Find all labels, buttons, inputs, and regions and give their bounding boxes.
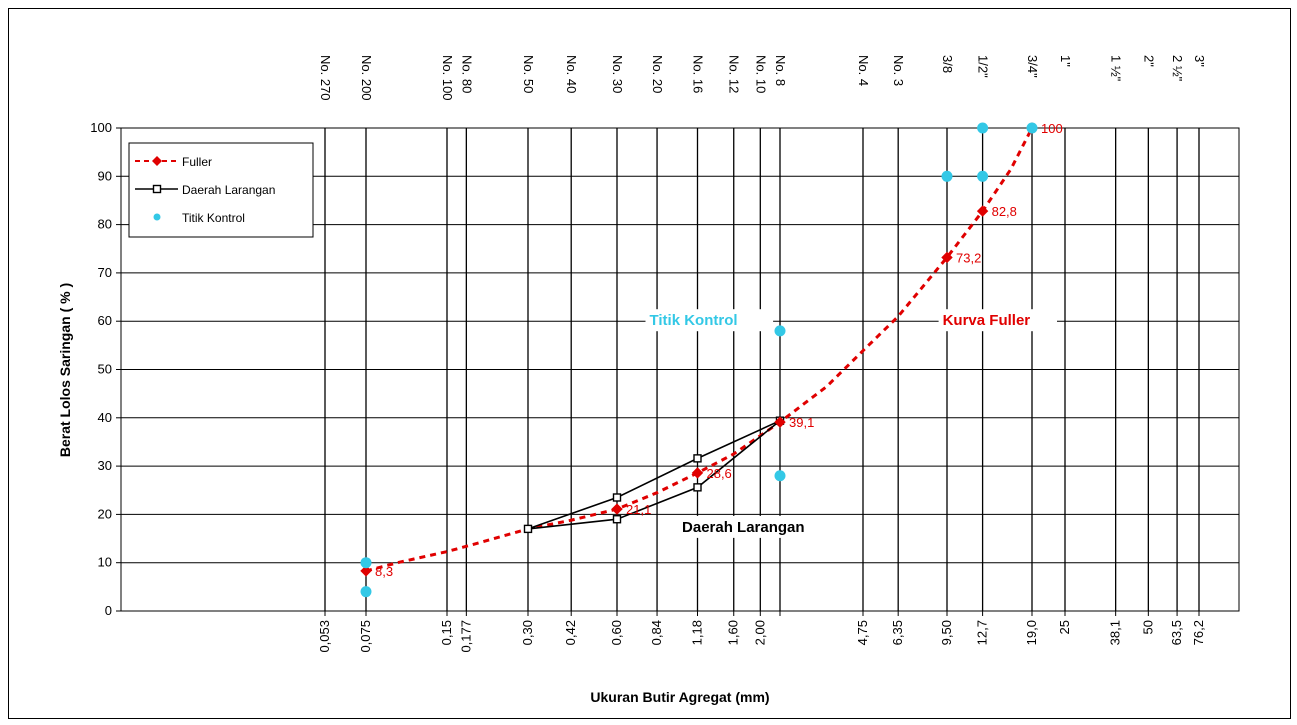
sieve-name-label: 3/4" — [1025, 55, 1040, 78]
sieve-name-label: 3" — [1192, 55, 1207, 67]
fuller-data-label: 39,1 — [789, 415, 814, 430]
x-tick-label: 0,42 — [563, 620, 578, 645]
x-axis-title: Ukuran Butir Agregat (mm) — [590, 689, 769, 705]
control-point — [977, 122, 989, 134]
fuller-point — [774, 416, 786, 428]
restricted-zone-marker — [612, 515, 622, 524]
fuller-data-label: 28,6 — [706, 466, 731, 481]
y-tick-label: 80 — [98, 217, 112, 232]
sieve-name-label: 1/2" — [976, 55, 991, 78]
control-point — [941, 170, 953, 182]
x-tick-label: 76,2 — [1191, 620, 1206, 645]
x-tick-label: 25 — [1057, 620, 1072, 634]
sieve-name-label: No. 200 — [359, 55, 374, 101]
sieve-name-label: No. 8 — [773, 55, 788, 86]
legend-label-fuller: Fuller — [182, 155, 212, 169]
x-tick-label: 6,35 — [890, 620, 905, 645]
control-point — [977, 170, 989, 182]
legend-label-control-points: Titik Kontrol — [182, 211, 245, 225]
annotation-background — [678, 515, 825, 538]
plot-border — [120, 127, 1240, 612]
y-axis-title: Berat Lolos Saringan ( % ) — [57, 283, 73, 457]
x-tick-label: 0,177 — [458, 620, 473, 653]
control-point — [1026, 122, 1038, 134]
legend-control-marker — [153, 213, 161, 221]
sieve-name-label: No. 20 — [650, 55, 665, 93]
restricted-zone-marker — [693, 483, 702, 492]
x-tick-label: 0,15 — [439, 620, 454, 645]
y-tick-label: 10 — [98, 555, 112, 570]
fuller-data-label: 21,1 — [626, 502, 651, 517]
sieve-name-label: 2 ½" — [1170, 55, 1185, 82]
y-tick-label: 20 — [98, 506, 112, 521]
control-point — [360, 557, 372, 569]
sieve-name-label: No. 80 — [459, 55, 474, 93]
fuller-curve-line — [365, 127, 1034, 573]
x-tick-label: 0,84 — [649, 620, 664, 645]
fuller-data-label: 82,8 — [992, 204, 1017, 219]
y-tick-label: 90 — [98, 168, 112, 183]
sieve-name-label: No. 16 — [690, 55, 705, 93]
fuller-data-label: 100 — [1041, 121, 1063, 136]
sieve-name-label: No. 3 — [891, 55, 906, 86]
y-tick-label: 40 — [98, 410, 112, 425]
x-tick-label: 1,18 — [689, 620, 704, 645]
chart-annotation: Kurva Fuller — [943, 312, 1031, 329]
y-tick-label: 60 — [98, 313, 112, 328]
legend-fuller-marker — [152, 156, 162, 166]
fuller-point — [976, 205, 989, 217]
x-tick-label: 63,5 — [1169, 620, 1184, 645]
y-tick-label: 100 — [90, 120, 112, 135]
sieve-name-label: No. 270 — [318, 55, 333, 101]
x-tick-label: 50 — [1140, 620, 1155, 634]
restricted-zone-marker — [612, 493, 622, 502]
sieve-name-label: No. 100 — [440, 55, 455, 101]
fuller-point — [941, 251, 953, 264]
sieve-name-label: 3/8 — [940, 55, 955, 73]
x-tick-label: 12,7 — [975, 620, 990, 645]
fuller-data-label: 73,2 — [956, 250, 981, 265]
x-tick-label: 19,0 — [1024, 620, 1039, 645]
legend: Fuller Daerah Larangan Titik Kontrol — [128, 142, 314, 238]
restricted-zone-marker — [693, 454, 702, 463]
fuller-point — [360, 565, 372, 577]
sieve-name-label: No. 4 — [856, 55, 871, 86]
control-point — [774, 470, 786, 482]
fuller-point — [611, 503, 623, 515]
sieve-name-label: No. 12 — [727, 55, 742, 93]
x-tick-label: 9,50 — [939, 620, 954, 645]
annotation-background — [938, 309, 1058, 332]
fuller-point — [691, 467, 704, 479]
control-point — [360, 586, 372, 598]
x-tick-label: 4,75 — [855, 620, 870, 645]
x-tick-label: 0,075 — [358, 620, 373, 653]
sieve-name-label: 1" — [1058, 55, 1073, 67]
legend-restricted-marker — [152, 184, 162, 194]
control-point — [774, 325, 786, 337]
chart-annotation: Daerah Larangan — [682, 519, 805, 536]
fuller-data-label: 8,3 — [375, 564, 393, 579]
sieve-name-label: 2" — [1141, 55, 1156, 67]
y-tick-label: 70 — [98, 265, 112, 280]
y-tick-label: 0 — [105, 603, 112, 618]
x-tick-label: 0,053 — [317, 620, 332, 653]
legend-label-restricted-zone: Daerah Larangan — [182, 183, 275, 197]
y-tick-label: 50 — [98, 362, 112, 377]
sieve-name-label: No. 10 — [753, 55, 768, 93]
annotation-background — [645, 309, 774, 332]
chart-annotation: Titik Kontrol — [649, 312, 737, 329]
x-tick-label: 1,60 — [726, 620, 741, 645]
x-tick-label: 0,60 — [609, 620, 624, 645]
sieve-name-label: 1 ½" — [1109, 55, 1124, 82]
x-tick-label: 0,30 — [520, 620, 535, 645]
x-tick-label: 2,00 — [752, 620, 767, 645]
sieve-name-label: No. 30 — [610, 55, 625, 93]
sieve-name-label: No. 50 — [521, 55, 536, 93]
y-tick-label: 30 — [98, 458, 112, 473]
x-tick-label: 38,1 — [1108, 620, 1123, 645]
sieve-name-label: No. 40 — [564, 55, 579, 93]
restricted-zone-marker — [523, 524, 533, 534]
